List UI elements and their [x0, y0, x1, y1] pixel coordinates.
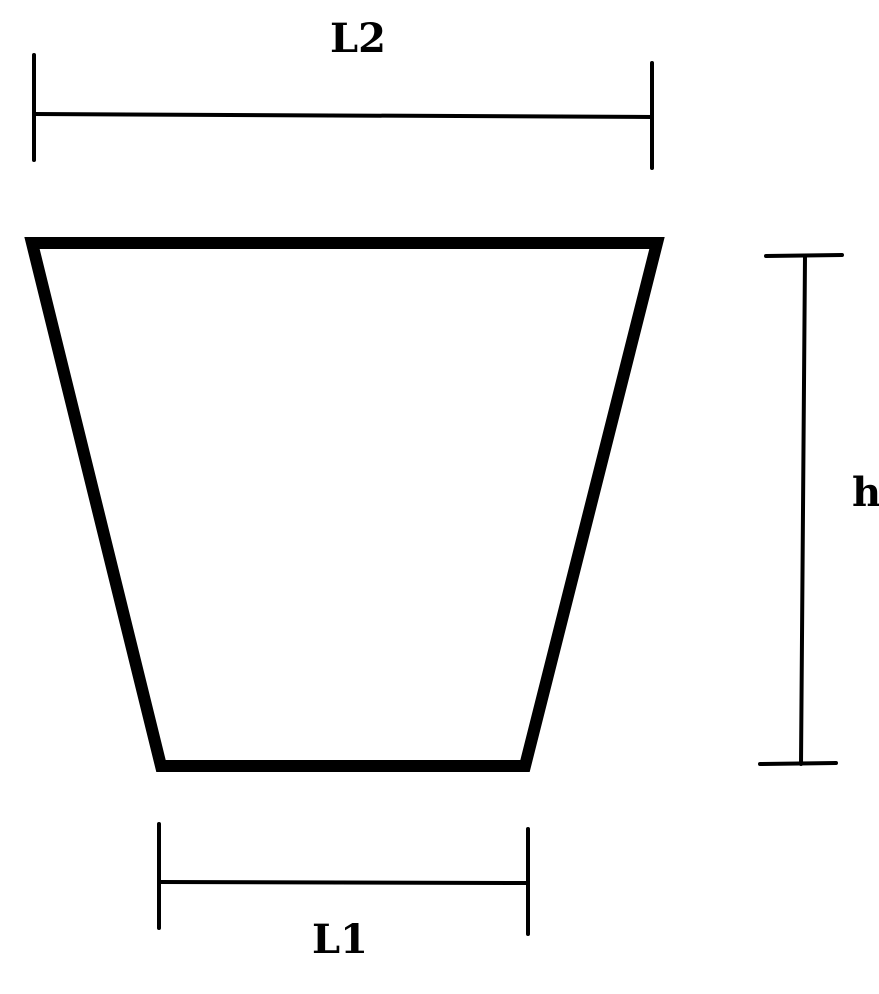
height-dimension-bottom-tick	[758, 761, 838, 766]
top-dimension-line	[32, 112, 654, 119]
trapezoid-outline	[24, 237, 665, 772]
height-dimension-label: h	[852, 469, 879, 516]
top-dimension	[32, 53, 654, 170]
height-dimension	[758, 253, 844, 766]
height-dimension-line	[799, 254, 807, 766]
bottom-dimension-label: L1	[312, 916, 368, 963]
bottom-dimension-line	[157, 880, 530, 885]
top-dimension-label: L2	[330, 15, 386, 62]
bottom-dimension	[157, 822, 530, 936]
height-dimension-top-tick	[764, 253, 844, 258]
